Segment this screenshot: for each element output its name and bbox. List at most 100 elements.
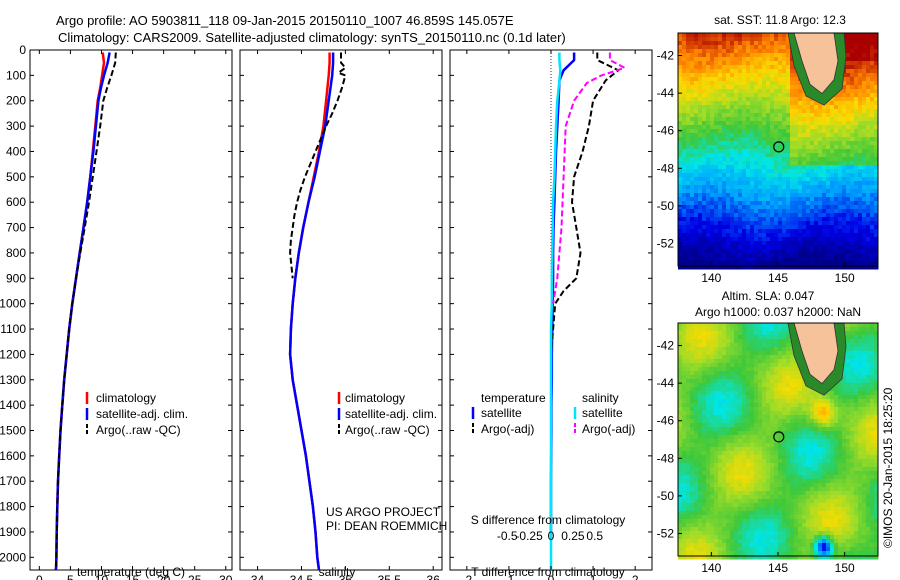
heatmap-cell — [806, 101, 811, 106]
heatmap-cell — [858, 201, 863, 206]
heatmap-cell — [786, 407, 791, 412]
heatmap-cell — [826, 141, 831, 146]
heatmap-cell — [690, 213, 695, 218]
heatmap-cell — [778, 77, 783, 82]
heatmap-cell — [750, 69, 755, 74]
heatmap-cell — [754, 105, 759, 110]
heatmap-cell — [698, 165, 703, 170]
heatmap-cell — [746, 217, 751, 222]
heatmap-cell — [850, 181, 855, 186]
heatmap-cell — [678, 173, 683, 178]
heatmap-cell — [702, 431, 707, 436]
heatmap-cell — [842, 383, 847, 388]
heatmap-cell — [738, 121, 743, 126]
heatmap-cell — [774, 407, 779, 412]
heatmap-cell — [830, 253, 835, 258]
heatmap-cell — [726, 209, 731, 214]
heatmap-cell — [822, 229, 827, 234]
heatmap-cell — [686, 265, 691, 270]
heatmap-cell — [862, 455, 867, 460]
heatmap-cell — [802, 197, 807, 202]
heatmap-cell — [726, 463, 731, 468]
heatmap-cell — [814, 181, 819, 186]
heatmap-cell — [806, 201, 811, 206]
heatmap-cell — [742, 117, 747, 122]
heatmap-cell — [774, 153, 779, 158]
heatmap-cell — [790, 261, 795, 266]
heatmap-cell — [854, 229, 859, 234]
heatmap-cell — [726, 41, 731, 46]
heatmap-cell — [758, 323, 763, 328]
heatmap-cell — [742, 177, 747, 182]
heatmap-cell — [770, 371, 775, 376]
heatmap-cell — [734, 339, 739, 344]
heatmap-cell — [866, 339, 871, 344]
heatmap-cell — [786, 335, 791, 340]
heatmap-cell — [790, 109, 795, 114]
heatmap-cell — [718, 129, 723, 134]
heatmap-cell — [694, 391, 699, 396]
heatmap-cell — [742, 407, 747, 412]
heatmap-cell — [682, 169, 687, 174]
heatmap-cell — [874, 161, 879, 166]
heatmap-cell — [750, 197, 755, 202]
heatmap-cell — [718, 395, 723, 400]
heatmap-cell — [766, 403, 771, 408]
heatmap-cell — [690, 145, 695, 150]
heatmap-cell — [798, 85, 803, 90]
heatmap-cell — [770, 355, 775, 360]
heatmap-cell — [790, 439, 795, 444]
heatmap-cell — [706, 323, 711, 328]
heatmap-cell — [802, 419, 807, 424]
heatmap-cell — [818, 257, 823, 262]
heatmap-cell — [806, 165, 811, 170]
heatmap-cell — [714, 439, 719, 444]
heatmap-cell — [706, 129, 711, 134]
heatmap-cell — [746, 415, 751, 420]
heatmap-cell — [786, 45, 791, 50]
heatmap-cell — [694, 189, 699, 194]
heatmap-cell — [794, 113, 799, 118]
heatmap-cell — [834, 189, 839, 194]
heatmap-cell — [678, 33, 683, 38]
heatmap-cell — [750, 249, 755, 254]
heatmap-cell — [766, 113, 771, 118]
heatmap-cell — [738, 221, 743, 226]
heatmap-cell — [694, 363, 699, 368]
heatmap-cell — [774, 181, 779, 186]
heatmap-cell — [858, 327, 863, 332]
legend-climatology-label: climatology — [96, 391, 156, 405]
heatmap-cell — [866, 387, 871, 392]
heatmap-cell — [706, 193, 711, 198]
heatmap-cell — [686, 459, 691, 464]
heatmap-cell — [738, 145, 743, 150]
heatmap-cell — [682, 427, 687, 432]
heatmap-cell — [690, 97, 695, 102]
heatmap-cell — [770, 245, 775, 250]
heatmap-cell — [758, 165, 763, 170]
heatmap-cell — [838, 233, 843, 238]
heatmap-cell — [706, 93, 711, 98]
heatmap-cell — [710, 339, 715, 344]
heatmap-cell — [862, 149, 867, 154]
heatmap-cell — [762, 49, 767, 54]
heatmap-cell — [810, 221, 815, 226]
heatmap-cell — [830, 121, 835, 126]
heatmap-cell — [726, 145, 731, 150]
heatmap-cell — [870, 125, 875, 130]
heatmap-cell — [778, 265, 783, 270]
heatmap-cell — [866, 419, 871, 424]
heatmap-cell — [754, 169, 759, 174]
heatmap-cell — [866, 455, 871, 460]
heatmap-cell — [778, 447, 783, 452]
heatmap-cell — [810, 189, 815, 194]
heatmap-cell — [734, 343, 739, 348]
heatmap-cell — [686, 93, 691, 98]
heatmap-cell — [726, 415, 731, 420]
heatmap-cell — [786, 463, 791, 468]
heatmap-cell — [798, 105, 803, 110]
heatmap-cell — [710, 447, 715, 452]
heatmap-cell — [874, 407, 879, 412]
heatmap-cell — [726, 363, 731, 368]
